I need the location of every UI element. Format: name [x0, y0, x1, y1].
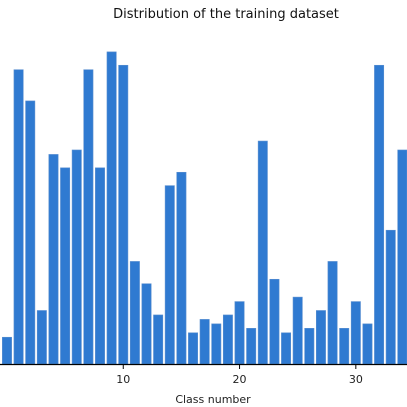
bar-class-7: [83, 69, 94, 365]
bar-class-27: [315, 310, 326, 365]
chart-title: Distribution of the training dataset: [113, 7, 339, 22]
x-axis-label: Class number: [175, 393, 251, 406]
bar-class-11: [129, 261, 140, 365]
bar-class-22: [257, 140, 268, 365]
x-tick-label-30: 30: [349, 373, 363, 386]
bar-class-19: [222, 314, 233, 365]
bar-class-20: [234, 301, 245, 365]
bar-class-21: [246, 328, 257, 365]
bar-class-12: [141, 283, 152, 365]
bar-class-24: [281, 332, 292, 365]
bar-class-30: [350, 301, 361, 365]
bar-class-9: [106, 51, 117, 365]
bar-class-17: [199, 319, 210, 365]
x-ticks-group: 10 20 30: [116, 364, 363, 386]
bar-class-23: [269, 278, 280, 365]
bar-class-6: [71, 149, 82, 365]
bar-class-10: [118, 64, 129, 365]
x-tick-label-10: 10: [116, 373, 130, 386]
bar-class-15: [176, 171, 187, 365]
bar-class-29: [339, 328, 350, 365]
x-tick-label-20: 20: [233, 373, 247, 386]
bar-class-5: [60, 167, 71, 365]
bar-class-25: [292, 296, 303, 365]
bar-class-14: [164, 185, 175, 365]
bar-class-3: [36, 310, 47, 365]
bars-group: [2, 51, 407, 365]
bar-class-0: [2, 336, 12, 365]
bar-class-28: [327, 261, 338, 365]
bar-class-2: [25, 100, 36, 365]
bar-class-32: [374, 64, 385, 365]
bar-class-34: [397, 149, 407, 365]
bar-class-8: [95, 167, 105, 365]
bar-class-26: [304, 328, 315, 365]
bar-class-16: [188, 332, 198, 365]
bar-class-31: [362, 323, 373, 365]
bar-class-18: [211, 323, 222, 365]
bar-class-13: [153, 314, 164, 365]
bar-class-1: [13, 69, 24, 365]
bar-class-4: [48, 154, 59, 365]
bar-class-33: [385, 229, 396, 365]
